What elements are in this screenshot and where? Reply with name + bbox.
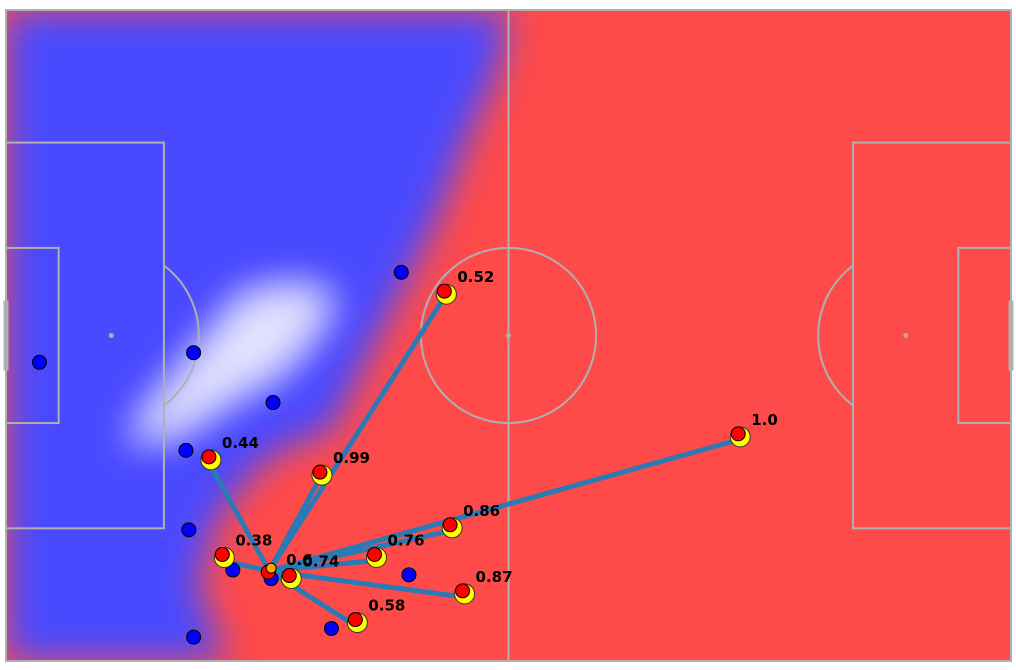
red-player-marker: [312, 464, 328, 480]
pass-probability-label: 0.38: [235, 531, 272, 549]
pass-line: [266, 437, 741, 574]
pass-line: [206, 460, 272, 574]
red-player-marker: [442, 517, 458, 533]
pass-probability-label: 0.99: [333, 449, 370, 467]
pass-probability-label: 0.74: [302, 553, 339, 571]
probability-labels: 0.52 0.44 0.99 0.86 0.38 0.76 0.74 0.87 0.58 1.0 0…: [222, 268, 778, 614]
pass-line: [266, 568, 466, 600]
center-spot: [506, 333, 511, 338]
pass-probability-label: 0.44: [222, 434, 259, 452]
players: [32, 264, 751, 645]
right-penalty-spot: [903, 333, 909, 338]
pass-probability-label: 0.6: [286, 551, 313, 569]
pass-probability-label: 0.76: [388, 531, 425, 549]
pass-probability-label: 0.52: [457, 268, 494, 286]
pass-line: [266, 475, 323, 574]
blue-player-marker: [178, 442, 194, 458]
red-player-marker: [281, 568, 297, 584]
blue-player-marker: [323, 620, 339, 636]
left-penalty-spot: [108, 333, 114, 338]
blue-player-marker: [265, 395, 281, 411]
red-player-marker: [214, 546, 230, 562]
blue-player-marker: [186, 345, 202, 361]
red-player-marker: [436, 283, 452, 299]
red-player-marker: [455, 583, 471, 599]
pass-probability-label: 0.86: [463, 502, 500, 520]
red-player-marker: [730, 426, 746, 442]
contested-pocket: [130, 287, 332, 441]
blue-player-marker: [186, 629, 202, 645]
pass-lines: [206, 294, 741, 629]
pass-probability-label: 0.87: [476, 568, 513, 586]
blue-control-group: [6, 10, 509, 661]
pass-probability-label: 1.0: [751, 411, 778, 429]
pitch-markings: [3, 9, 1014, 662]
pass-line: [266, 294, 447, 574]
blue-player-marker: [401, 567, 417, 583]
ball-marker: [265, 562, 277, 574]
blue-player-marker: [393, 264, 409, 280]
red-player-marker: [201, 449, 217, 465]
pass-probability-label: 0.58: [368, 597, 405, 615]
red-player-marker: [367, 546, 382, 562]
right-penalty-arc: [817, 264, 854, 407]
blue-player-marker: [32, 354, 47, 370]
blue-player-marker: [181, 522, 197, 538]
red-player-marker: [347, 612, 363, 628]
left-penalty-arc: [163, 264, 200, 407]
